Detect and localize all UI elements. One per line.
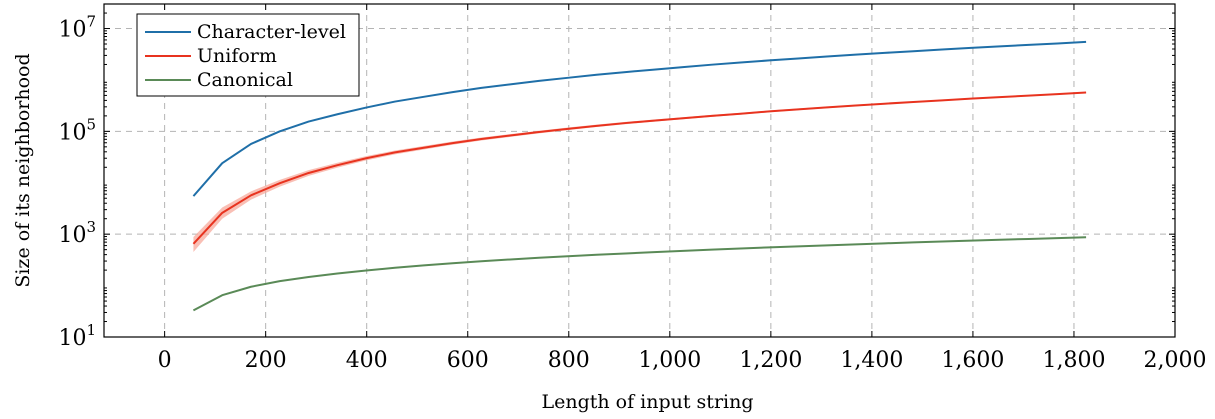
series-line-layer [192,40,1087,312]
y-tick-label: 105 [58,115,96,145]
plot-area-frame [103,3,1176,338]
x-tick-label: 1,400 [840,348,903,373]
y-tick-label: 103 [58,218,96,248]
tick-marks [104,3,1176,338]
y-tick-label: 107 [58,13,96,43]
x-axis-title: Length of input string [541,391,753,413]
uniform-line [192,91,1087,245]
legend-label-canonical: Canonical [197,69,293,91]
canonical-line [192,236,1087,312]
x-tick-label: 2,000 [1144,348,1207,373]
x-tick-label: 1,200 [739,348,802,373]
y-tick-label: 101 [58,321,96,351]
x-tick-label: 1,000 [638,348,701,373]
x-tick-label: 200 [245,348,287,373]
x-tick-label: 1,600 [941,348,1004,373]
x-tick-label: 800 [548,348,590,373]
x-tick-label: 400 [346,348,388,373]
y-axis-title: Size of its neighborhood [12,53,34,287]
x-tick-label: 0 [158,348,172,373]
legend-label-uniform: Uniform [197,45,277,67]
character-level-line [192,40,1087,197]
x-tick-label: 600 [447,348,489,373]
x-tick-labels: 0 200 400 600 800 1,000 1,200 1,400 1,600 1,800 2,… [158,348,1207,373]
x-tick-label: 1,800 [1042,348,1105,373]
legend-label-character-level: Character-level [197,21,346,43]
y-tick-labels: 101 103 105 107 [58,13,96,351]
